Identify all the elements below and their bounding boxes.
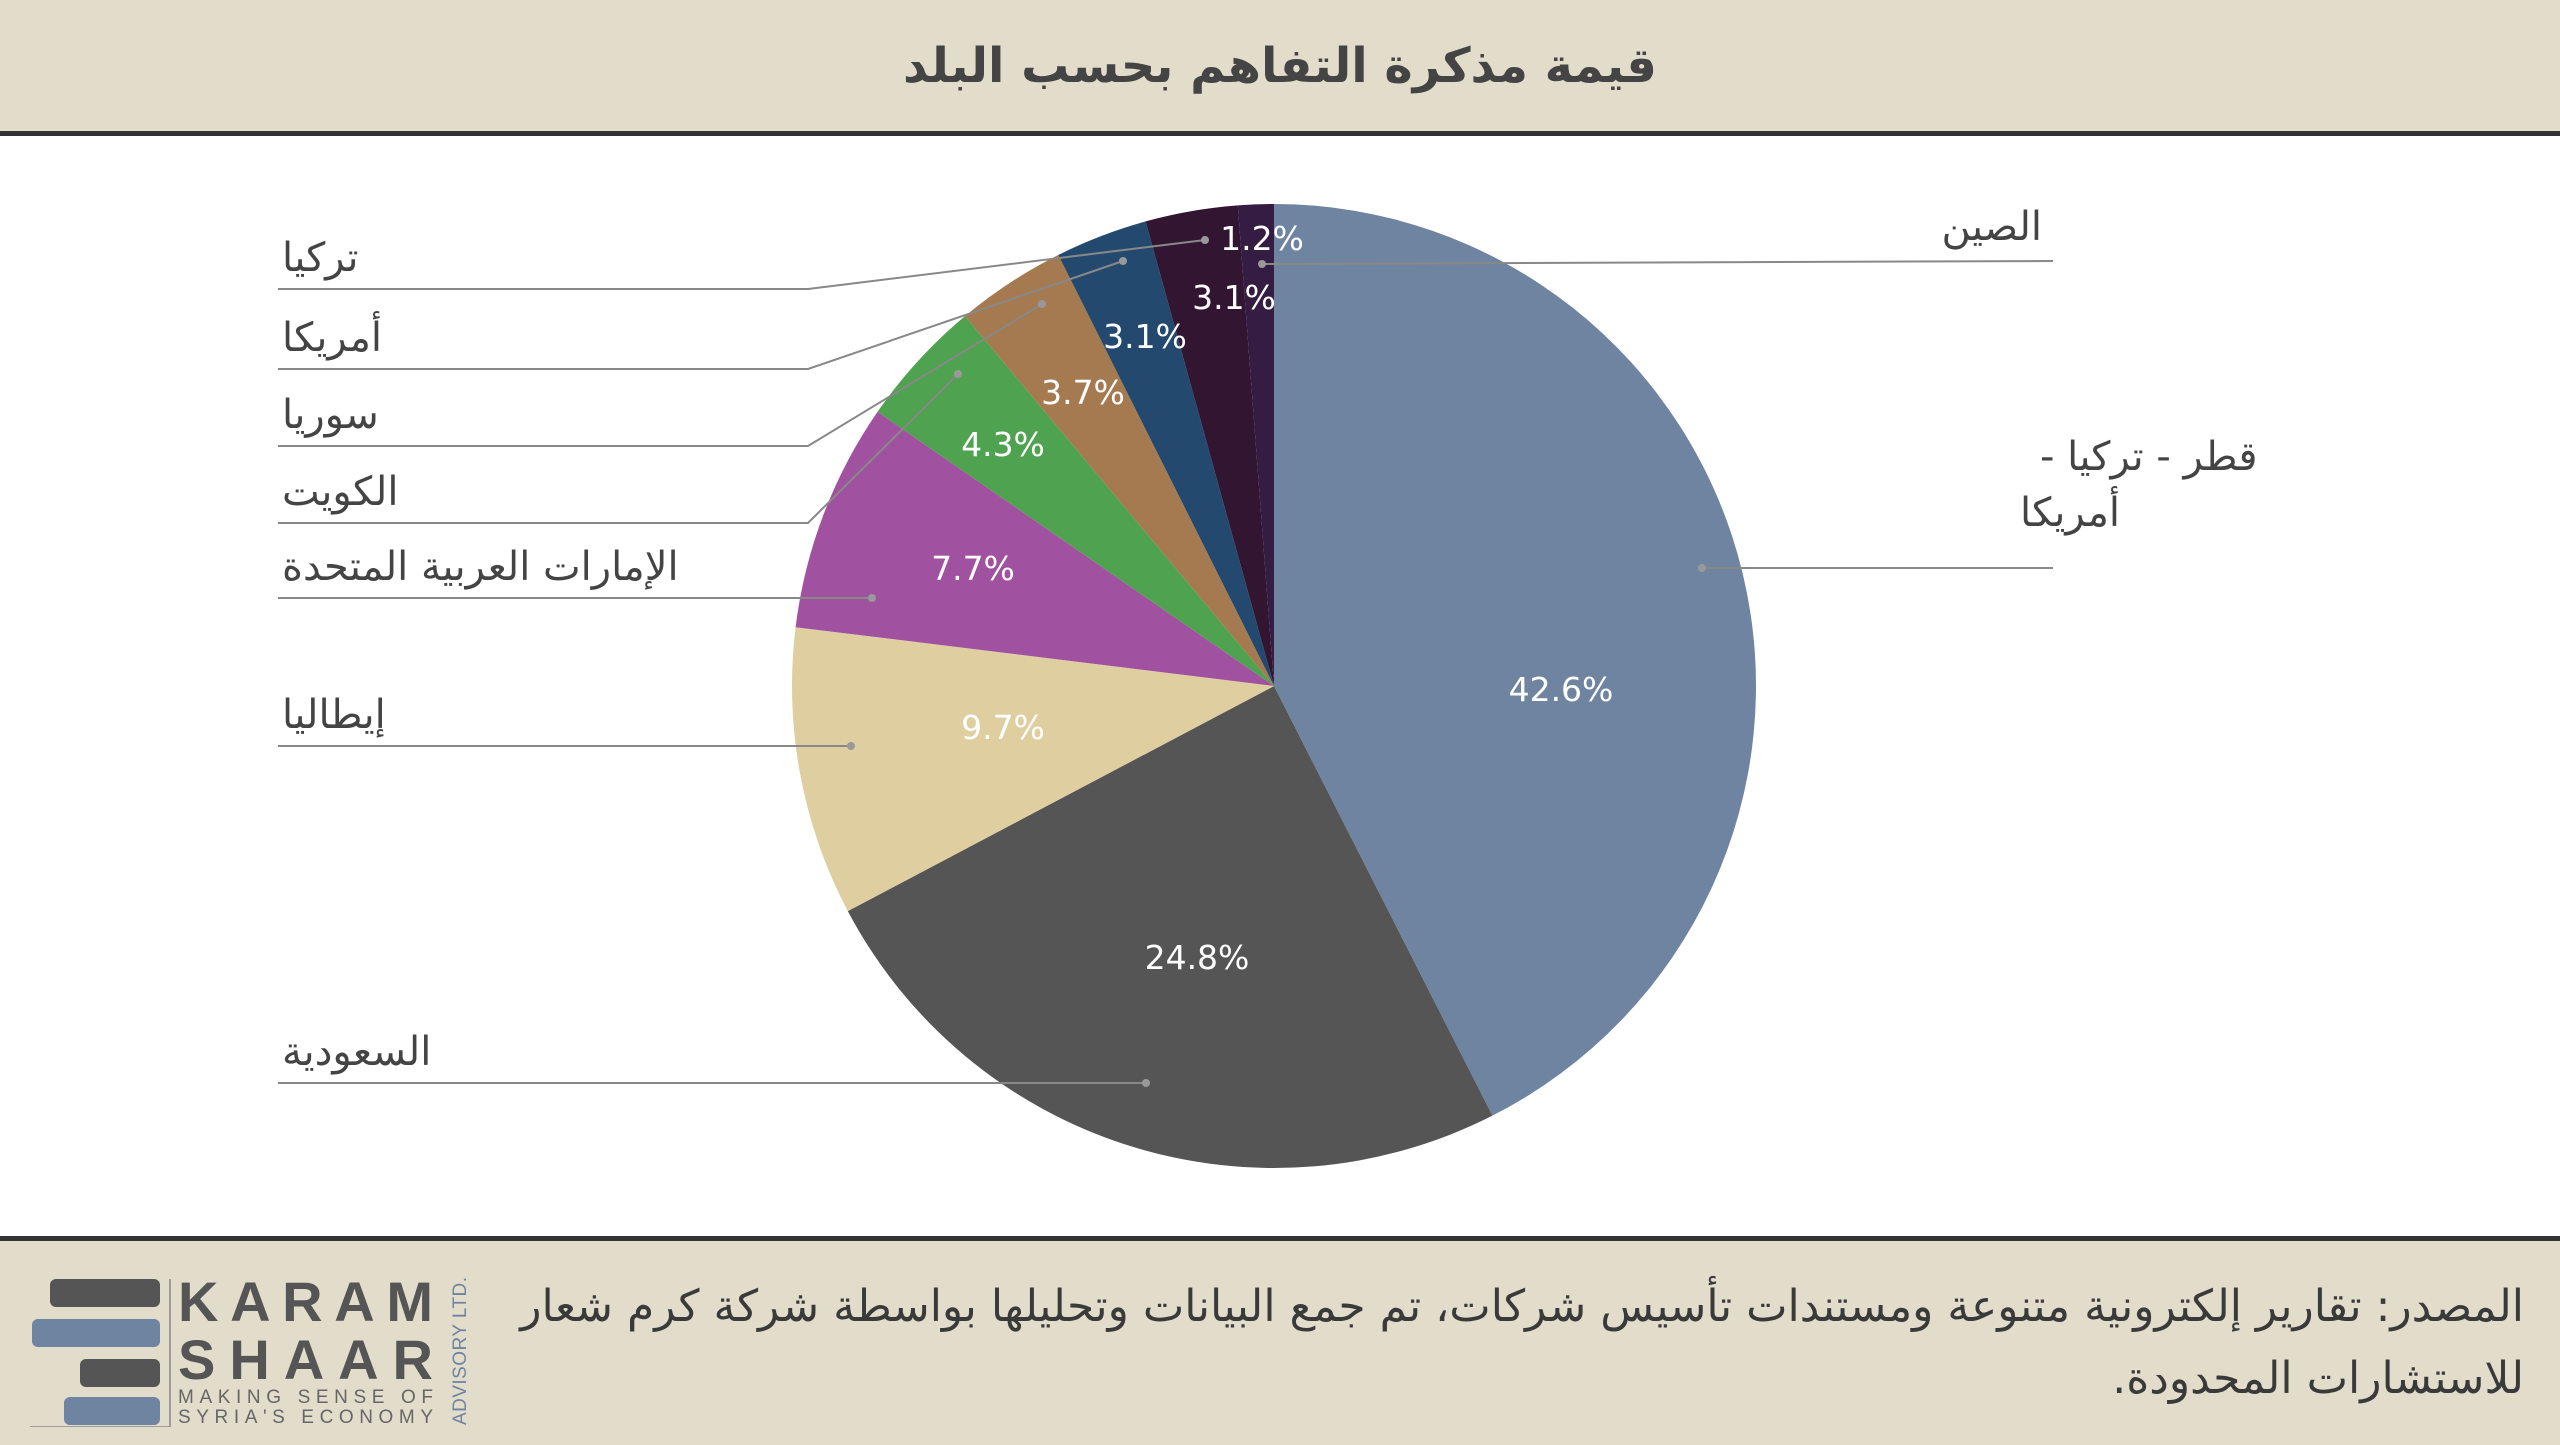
leader-line [278,260,1124,370]
leader-line [1261,260,2054,265]
data-label: 3.1% [1103,317,1187,356]
data-label: 3.1% [1192,278,1276,317]
svg-text:ADVISORY LTD.: ADVISORY LTD. [450,1277,471,1425]
legend-label: السعودية [282,1029,431,1075]
legend-label: سوريا [282,392,379,438]
data-label: 7.7% [931,549,1015,588]
data-label: 1.2% [1220,219,1304,258]
legend-label: قطر - تركيا - [2040,434,2258,480]
pie-slice [964,254,1274,686]
leader-dot [847,742,855,750]
legend-label: تركيا [282,235,359,281]
legend-label: إيطاليا [282,692,386,738]
data-label: 24.8% [1145,938,1250,977]
header: قيمة مذكرة التفاهم بحسب البلد [0,0,2560,136]
svg-text:SHAAR: SHAAR [178,1328,433,1391]
leader-dot [1258,260,1266,268]
svg-text:MAKING SENSE OF: MAKING SENSE OF [178,1387,433,1408]
pie-slice [1237,204,1274,686]
leader-dot [1201,236,1209,244]
pie-slice [792,627,1274,912]
legend-label: الإمارات العربية المتحدة [282,544,679,590]
data-label: 9.7% [961,708,1045,747]
pie-slice [877,316,1274,686]
footer: KARAM SHAAR MAKING SENSE OF SYRIA'S ECON… [0,1236,2560,1445]
legend-label: الكويت [282,469,398,515]
legend-label: أمريكا [2020,486,2120,536]
leader-dot [1119,257,1127,265]
pie-slice [847,686,1493,1168]
leader-dot [1698,564,1706,572]
chart-title: قيمة مذكرة التفاهم بحسب البلد [903,37,1657,94]
leader-line [278,239,1206,290]
leader-line [278,373,959,524]
leader-dot [1038,300,1046,308]
leader-dot [1142,1079,1150,1087]
leader-dot [954,370,962,378]
data-label: 3.7% [1041,373,1125,412]
svg-text:SYRIA'S ECONOMY: SYRIA'S ECONOMY [178,1407,433,1427]
data-label: 42.6% [1509,670,1614,709]
pie-slice [1274,204,1757,1116]
legend-label: الصين [1941,204,2042,250]
karam-shaar-logo: KARAM SHAAR MAKING SENSE OF SYRIA'S ECON… [30,1270,471,1427]
source-note: المصدر: تقارير إلكترونية متنوعة ومستندات… [520,1281,2524,1404]
pie-slice [1058,221,1274,686]
leader-dot [868,594,876,602]
pie-slice [795,411,1274,686]
svg-text:KARAM: KARAM [178,1270,433,1333]
data-label: 4.3% [961,425,1045,464]
pie-slice [1145,205,1274,686]
legend-label: أمريكا [282,311,382,361]
leader-line [278,303,1043,447]
